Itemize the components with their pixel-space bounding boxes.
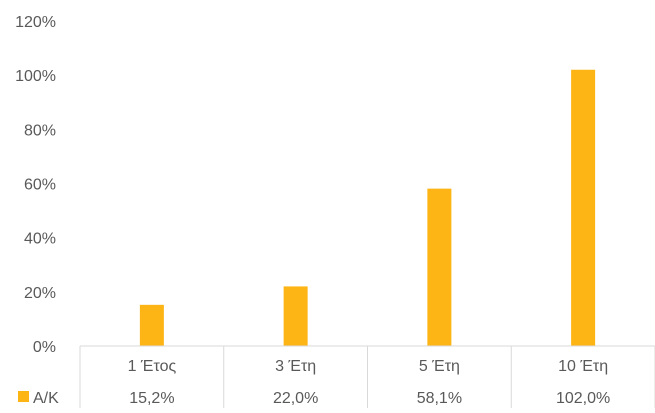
- legend: Α/Κ: [18, 390, 59, 407]
- y-tick-label: 80%: [24, 122, 56, 139]
- data-label: 22,0%: [273, 390, 318, 407]
- x-tick-label: 1 Έτος: [128, 358, 177, 375]
- x-axis-labels: 1 Έτος 3 Έτη 5 Έτη 10 Έτη: [128, 358, 609, 375]
- y-tick-label: 100%: [15, 68, 56, 85]
- bar: [283, 286, 308, 346]
- x-tick-label: 10 Έτη: [558, 358, 608, 375]
- data-table-row: 15,2% 22,0% 58,1% 102,0%: [129, 390, 610, 407]
- x-tick-label: 3 Έτη: [275, 358, 316, 375]
- y-tick-label: 20%: [24, 285, 56, 302]
- bar: [427, 188, 452, 346]
- y-tick-label: 60%: [24, 177, 56, 194]
- data-label: 102,0%: [556, 390, 610, 407]
- data-label: 58,1%: [417, 390, 462, 407]
- data-label: 15,2%: [129, 390, 174, 407]
- bars: [79, 69, 655, 408]
- y-tick-label: 120%: [15, 14, 56, 31]
- x-tick-label: 5 Έτη: [419, 358, 460, 375]
- bar: [139, 304, 164, 346]
- legend-swatch: [18, 391, 29, 402]
- y-tick-label: 40%: [24, 231, 56, 248]
- y-tick-label: 0%: [33, 339, 56, 356]
- legend-label: Α/Κ: [33, 390, 59, 407]
- bar: [571, 69, 596, 346]
- y-axis-ticks: 0% 20% 40% 60% 80% 100% 120%: [15, 14, 56, 356]
